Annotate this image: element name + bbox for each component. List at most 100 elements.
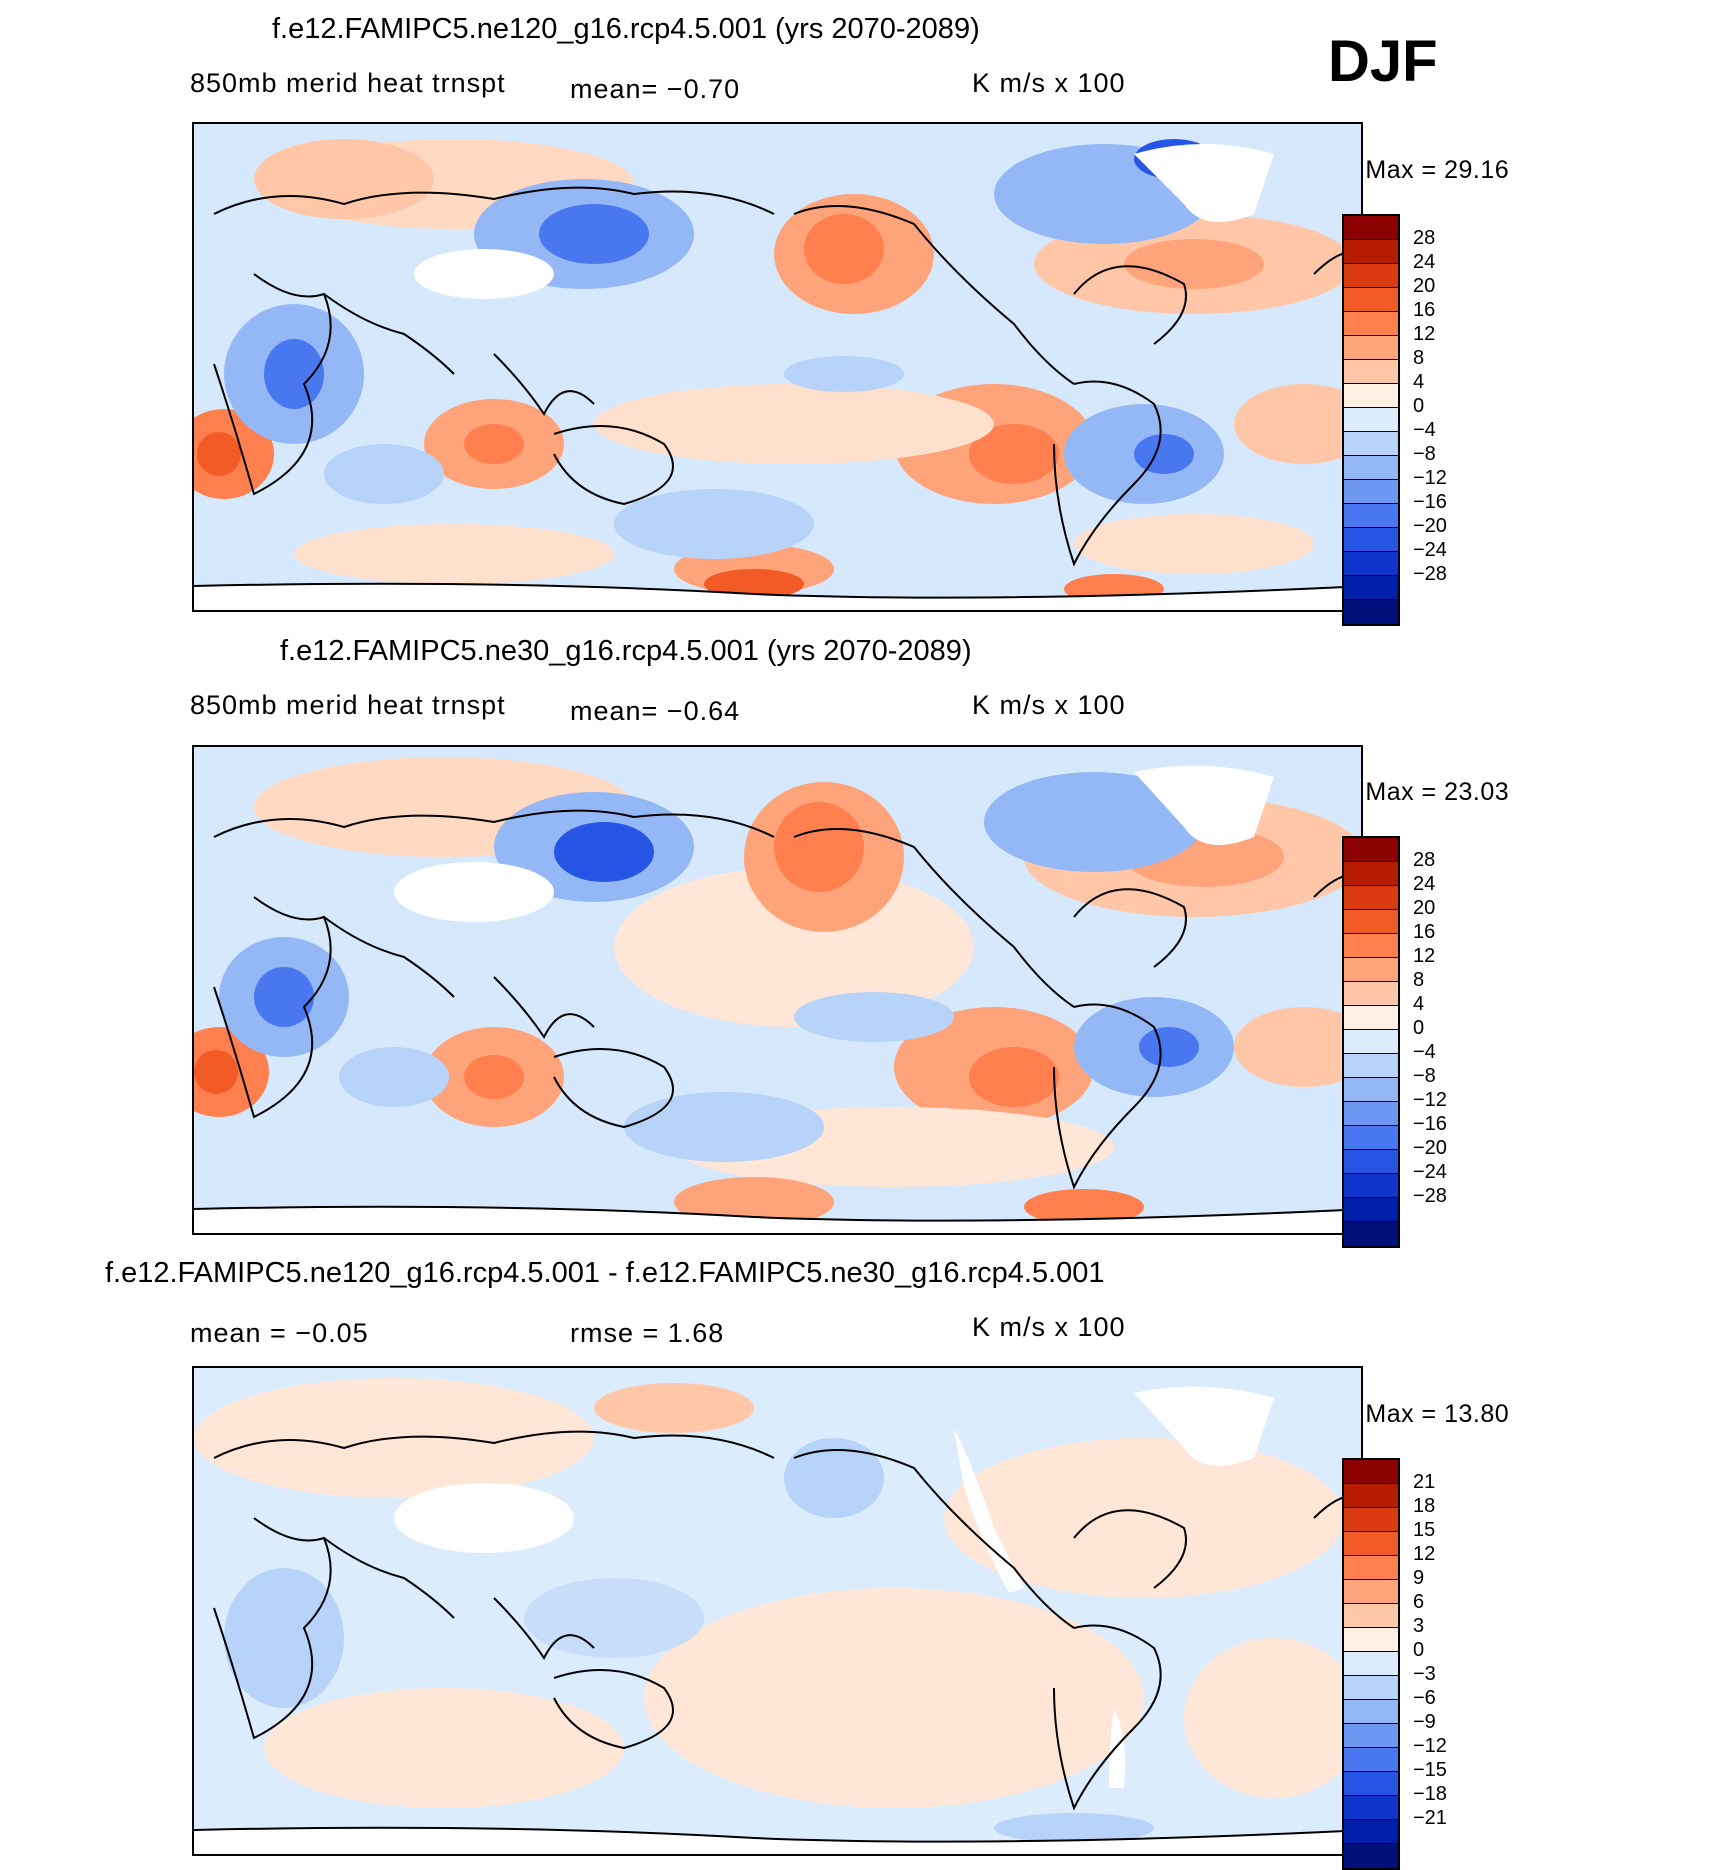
panel-3-rmse: rmse = 1.68 (570, 1318, 725, 1348)
panel-3-units: K m/s x 100 (972, 1312, 1126, 1342)
colorbar-swatch (1344, 1198, 1398, 1222)
colorbar-swatch (1344, 982, 1398, 1006)
colorbar-label: −28 (1413, 563, 1447, 585)
colorbar-swatch (1344, 600, 1398, 624)
colorbar-label: −12 (1413, 1735, 1447, 1757)
colorbar-label: −16 (1413, 491, 1447, 513)
colorbar-label: 24 (1413, 251, 1436, 273)
colorbar-label: 12 (1413, 323, 1436, 345)
colorbar-swatch (1344, 528, 1398, 552)
colorbar-label: −21 (1413, 1807, 1447, 1829)
colorbar-label: −20 (1413, 515, 1447, 537)
panel-2-variable: 850mb merid heat trnspt (190, 690, 506, 720)
panel-3-colorbar (1342, 1458, 1400, 1870)
panel-1-map-field (194, 124, 1361, 610)
colorbar-swatch (1344, 838, 1398, 862)
panel-1-variable: 850mb merid heat trnspt (190, 68, 506, 98)
colorbar-label: −4 (1413, 419, 1436, 441)
colorbar-swatch (1344, 312, 1398, 336)
colorbar-label: 0 (1413, 1639, 1425, 1661)
colorbar-swatch (1344, 240, 1398, 264)
colorbar-label: 16 (1413, 921, 1436, 943)
colorbar-swatch (1344, 1724, 1398, 1748)
colorbar-swatch (1344, 360, 1398, 384)
panel-3-map-field (194, 1368, 1361, 1854)
colorbar-label: −20 (1413, 1137, 1447, 1159)
colorbar-swatch (1344, 1748, 1398, 1772)
panel-1-map (192, 122, 1363, 612)
colorbar-label: −16 (1413, 1113, 1447, 1135)
colorbar-label: −6 (1413, 1687, 1436, 1709)
colorbar-label: 18 (1413, 1495, 1436, 1517)
colorbar-label: 12 (1413, 1543, 1436, 1565)
colorbar-swatch (1344, 264, 1398, 288)
colorbar-label: 20 (1413, 897, 1436, 919)
panel-2-title: f.e12.FAMIPC5.ne30_g16.rcp4.5.001 (yrs 2… (280, 635, 972, 667)
colorbar-label: −12 (1413, 467, 1447, 489)
colorbar-label: −9 (1413, 1711, 1436, 1733)
colorbar-swatch (1344, 1508, 1398, 1532)
panel-1-title: f.e12.FAMIPC5.ne120_g16.rcp4.5.001 (yrs … (272, 13, 980, 45)
colorbar-swatch (1344, 576, 1398, 600)
colorbar-swatch (1344, 1700, 1398, 1724)
colorbar-swatch (1344, 1174, 1398, 1198)
colorbar-swatch (1344, 910, 1398, 934)
colorbar-swatch (1344, 1580, 1398, 1604)
colorbar-swatch (1344, 1054, 1398, 1078)
colorbar-swatch (1344, 1030, 1398, 1054)
colorbar-swatch (1344, 1556, 1398, 1580)
colorbar-swatch (1344, 934, 1398, 958)
colorbar-label: 28 (1413, 849, 1436, 871)
colorbar-label: −12 (1413, 1089, 1447, 1111)
panel-2-units: K m/s x 100 (972, 690, 1126, 720)
colorbar-swatch (1344, 552, 1398, 576)
colorbar-swatch (1344, 886, 1398, 910)
colorbar-swatch (1344, 1484, 1398, 1508)
colorbar-label: 3 (1413, 1615, 1425, 1637)
colorbar-label: −15 (1413, 1759, 1447, 1781)
colorbar-swatch (1344, 216, 1398, 240)
panel-2-map-field (194, 747, 1361, 1233)
panel-2-map (192, 745, 1363, 1235)
colorbar-swatch (1344, 1126, 1398, 1150)
colorbar-label: −4 (1413, 1041, 1436, 1063)
colorbar-swatch (1344, 1772, 1398, 1796)
colorbar-swatch (1344, 1078, 1398, 1102)
colorbar-swatch (1344, 1652, 1398, 1676)
panel-2-mean: mean= −0.64 (570, 696, 741, 726)
colorbar-swatch (1344, 958, 1398, 982)
colorbar-label: −18 (1413, 1783, 1447, 1805)
colorbar-swatch (1344, 1604, 1398, 1628)
colorbar-swatch (1344, 1820, 1398, 1844)
colorbar-swatch (1344, 1796, 1398, 1820)
panel-3-mean: mean = −0.05 (190, 1318, 369, 1348)
colorbar-label: 24 (1413, 873, 1436, 895)
colorbar-label: 8 (1413, 969, 1425, 991)
colorbar-label: 12 (1413, 945, 1436, 967)
colorbar-swatch (1344, 288, 1398, 312)
colorbar-label: −24 (1413, 1161, 1447, 1183)
colorbar-swatch (1344, 432, 1398, 456)
colorbar-label: 4 (1413, 993, 1425, 1015)
colorbar-swatch (1344, 862, 1398, 886)
panel-1-colorbar-labels: 28 24 20 16 12 8 4 0 −4 −8 −12 −16 −20 −… (1413, 226, 1447, 586)
colorbar-label: −24 (1413, 539, 1447, 561)
panel-3-colorbar-labels: 21 18 15 12 9 6 3 0 −3 −6 −9 −12 −15 −18… (1413, 1470, 1447, 1830)
colorbar-swatch (1344, 1222, 1398, 1246)
colorbar-swatch (1344, 1102, 1398, 1126)
colorbar-label: −3 (1413, 1663, 1436, 1685)
colorbar-label: 4 (1413, 371, 1425, 393)
colorbar-label: 6 (1413, 1591, 1425, 1613)
colorbar-label: 9 (1413, 1567, 1425, 1589)
colorbar-swatch (1344, 408, 1398, 432)
colorbar-swatch (1344, 480, 1398, 504)
colorbar-swatch (1344, 1844, 1398, 1868)
colorbar-label: −28 (1413, 1185, 1447, 1207)
colorbar-swatch (1344, 1628, 1398, 1652)
colorbar-label: 20 (1413, 275, 1436, 297)
colorbar-label: 28 (1413, 227, 1436, 249)
colorbar-swatch (1344, 456, 1398, 480)
colorbar-label: 0 (1413, 395, 1425, 417)
colorbar-label: 15 (1413, 1519, 1436, 1541)
colorbar-swatch (1344, 1676, 1398, 1700)
